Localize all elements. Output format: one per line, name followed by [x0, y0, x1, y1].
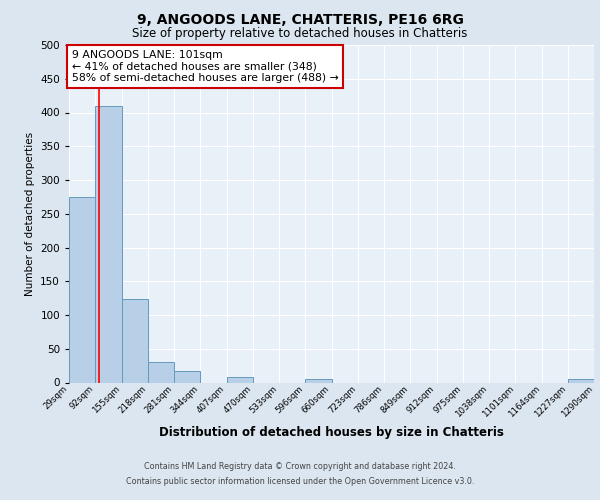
Y-axis label: Number of detached properties: Number of detached properties: [25, 132, 35, 296]
Bar: [174, 371, 200, 382]
Bar: [121, 300, 148, 382]
Bar: [305, 379, 331, 382]
Text: Contains HM Land Registry data © Crown copyright and database right 2024.: Contains HM Land Registry data © Crown c…: [144, 462, 456, 471]
Bar: [568, 379, 594, 382]
Bar: [148, 362, 174, 382]
Bar: [227, 377, 253, 382]
Text: 9 ANGOODS LANE: 101sqm
← 41% of detached houses are smaller (348)
58% of semi-de: 9 ANGOODS LANE: 101sqm ← 41% of detached…: [71, 50, 338, 84]
Text: Size of property relative to detached houses in Chatteris: Size of property relative to detached ho…: [133, 27, 467, 40]
X-axis label: Distribution of detached houses by size in Chatteris: Distribution of detached houses by size …: [159, 426, 504, 438]
Text: Contains public sector information licensed under the Open Government Licence v3: Contains public sector information licen…: [126, 477, 474, 486]
Bar: [69, 197, 95, 382]
Bar: [95, 106, 121, 382]
Text: 9, ANGOODS LANE, CHATTERIS, PE16 6RG: 9, ANGOODS LANE, CHATTERIS, PE16 6RG: [137, 13, 463, 27]
